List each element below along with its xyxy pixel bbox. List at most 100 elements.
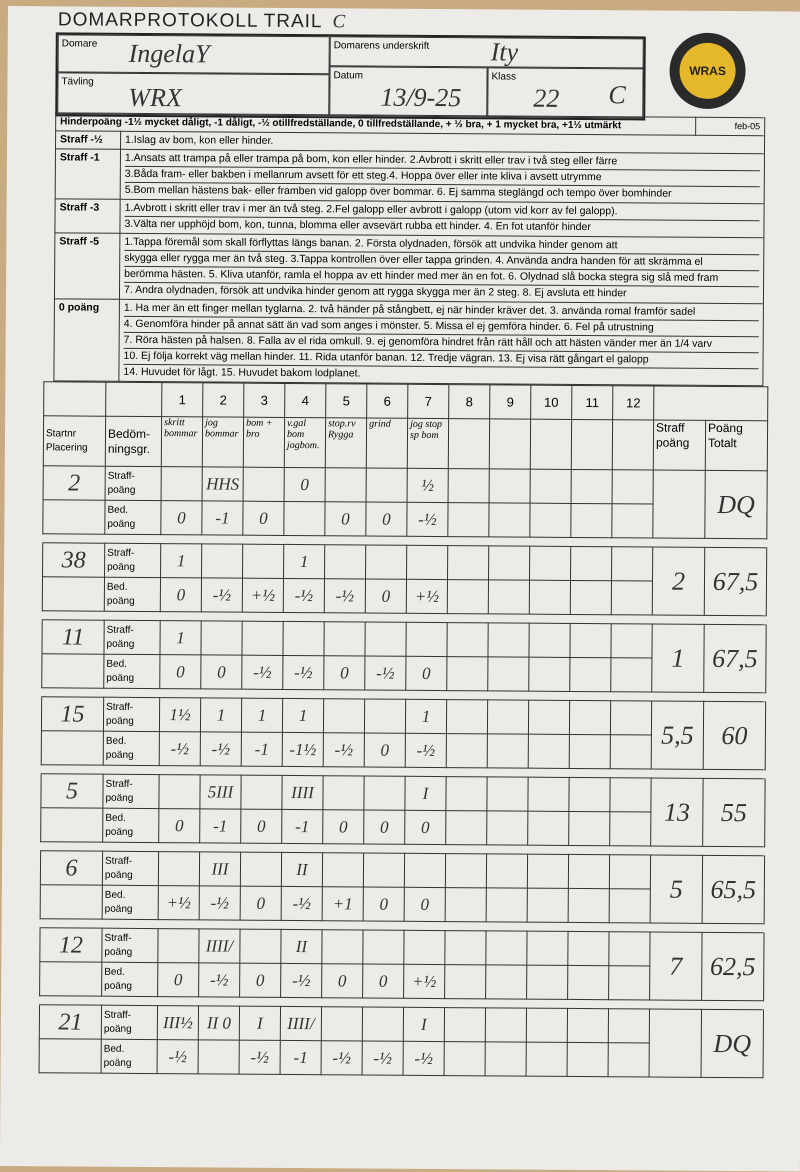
straff-cell: [571, 469, 613, 504]
straff-cell: [158, 774, 201, 809]
bed-label-1: Bed.: [105, 735, 127, 747]
bed-cell: [527, 888, 569, 923]
obstacle-name: [612, 419, 654, 471]
straff-label: Straff-poäng: [105, 466, 162, 501]
total-score: DQ: [704, 470, 768, 539]
straff-cell: [200, 620, 243, 656]
bed-cell: -½: [280, 963, 322, 998]
bed-cell: [567, 965, 609, 1000]
title-mark: C: [332, 11, 347, 33]
bed-cell: -1½: [282, 732, 324, 767]
obstacle-name: v.gal bom jogbom.: [284, 417, 326, 468]
straff-cell: 1: [160, 543, 202, 578]
bed-cell: [447, 502, 490, 537]
straff-label-2: poäng: [105, 715, 134, 727]
bed-cell: 0: [364, 733, 406, 768]
bed-cell: [570, 580, 612, 615]
straff-cell: [528, 623, 571, 658]
tavling-value: WRX: [128, 82, 182, 113]
bed-cell: +½: [406, 579, 448, 614]
rule-line: 14. Huvudet för lågt. 15. Huvudet bakom …: [123, 363, 759, 385]
bed-label: Bed. poäng: [103, 731, 160, 766]
straff-cell: [529, 546, 571, 581]
underskrift-label: Domarens underskrift: [333, 40, 430, 52]
datum-value: 13/9-25: [380, 82, 462, 113]
bed-cell: 0: [160, 500, 203, 535]
straff-cell: [486, 853, 528, 889]
bed-label-2: poäng: [104, 980, 133, 992]
straff-cell: III½: [157, 1005, 199, 1040]
obstacle-name: jog bommar: [202, 416, 244, 468]
bed-cell: [445, 810, 487, 845]
domare-value: IngelaY: [128, 38, 210, 69]
bed-cell: -½: [321, 1040, 363, 1075]
bed-cell: [611, 580, 653, 616]
bed-cell: 0: [404, 887, 446, 922]
straff-cell: [362, 1006, 404, 1042]
straff-label-1: Straff-: [107, 547, 135, 559]
bed-cell: -1: [280, 1040, 322, 1075]
straff-cell: [569, 700, 611, 735]
underskrift-field: Domarens underskrift Ity: [329, 36, 644, 69]
straff-label-1: Straff-: [104, 855, 133, 867]
straff-cell: [403, 930, 446, 965]
straff-cell: [158, 851, 200, 886]
bedom-label: Bedöm-: [107, 426, 151, 441]
straff-cell: 1: [159, 620, 202, 655]
straff-label-1: Straff-: [104, 932, 132, 944]
bed-cell: [527, 811, 569, 846]
straff-cell: [608, 931, 651, 967]
bed-cell: [567, 1042, 609, 1077]
rider-straff-row: 21 Straff-poäng III½ II 0 I IIII/I DQ: [39, 1004, 764, 1078]
bed-cell: -½: [405, 733, 447, 768]
bed-cell: -½: [323, 732, 365, 768]
obstacle-name: [530, 419, 572, 470]
straff-cell: II: [280, 929, 323, 964]
bed-label-2: poäng: [104, 903, 133, 915]
datum-field: Datum 13/9-25: [329, 66, 488, 118]
straff-cell: [568, 777, 611, 812]
obstacle-number: 9: [489, 384, 531, 420]
bed-cell: [486, 810, 528, 846]
straff-cell: [444, 1007, 486, 1042]
bed-cell: -½: [281, 886, 323, 921]
bed-cell: -½: [283, 578, 325, 613]
straff-total: 1: [651, 624, 705, 693]
bed-label-2: poäng: [106, 672, 135, 684]
bed-cell: 0: [200, 654, 242, 690]
startnr-label: Startnr: [45, 427, 77, 439]
placering-cell: [39, 1038, 102, 1074]
startnr: 6: [40, 850, 103, 886]
straff-cell: 1: [241, 698, 283, 733]
straff-cell: 1½: [159, 697, 201, 732]
placering-label: Placering: [45, 441, 88, 454]
straff-cell: [405, 622, 448, 657]
tavling-field: Tävling WRX: [57, 72, 330, 117]
straff-label-2: poäng: [105, 792, 134, 804]
bed-cell: 0: [157, 962, 199, 997]
bed-cell: 0: [404, 810, 446, 845]
bed-cell: -½: [201, 577, 243, 613]
bed-cell: 0: [363, 887, 405, 922]
rule-row: Straff -5 1.Tappa föremål som skall förfl…: [54, 232, 764, 304]
straff-cell: 1: [283, 544, 325, 579]
startnr: 15: [41, 696, 104, 732]
obstacle-name: [571, 419, 613, 470]
straff-cell: [612, 469, 654, 505]
straff-cell: [527, 777, 570, 812]
bed-cell: +½: [403, 964, 445, 999]
bed-label-1: Bed.: [104, 889, 126, 901]
straff-cell: [444, 930, 487, 965]
bed-label: Bed. poäng: [103, 654, 160, 689]
rule-text: 1. Ha mer än ett finger mellan tyglarna.…: [118, 299, 764, 386]
straff-label: Straff-poäng: [101, 928, 159, 963]
bed-cell: [487, 656, 529, 692]
straff-cell: [609, 777, 652, 813]
straff-cell: [445, 853, 487, 888]
klass-mark: C: [608, 80, 626, 110]
straff-label-1: Straff-: [107, 470, 135, 482]
bed-cell: 0: [321, 963, 363, 998]
domare-label: Domare: [61, 38, 98, 50]
bed-cell: [488, 502, 531, 538]
straff-cell: [363, 776, 406, 811]
